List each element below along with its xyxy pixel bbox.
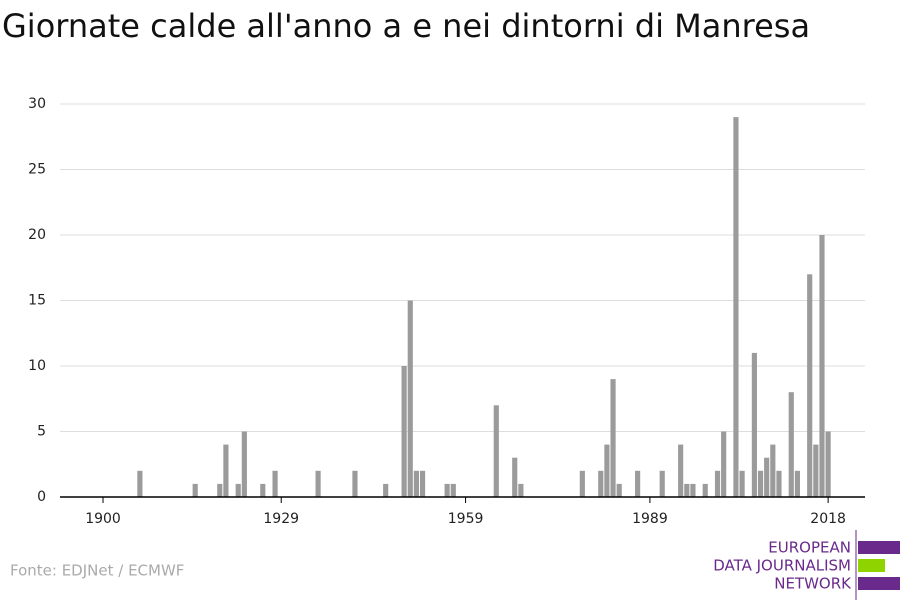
bar (444, 483, 450, 497)
logo-bar (858, 577, 900, 590)
bar (794, 470, 800, 497)
bar (764, 457, 770, 497)
bar (450, 483, 456, 497)
x-tick-label: 1959 (448, 511, 484, 527)
bar (518, 483, 524, 497)
bar (419, 470, 426, 497)
y-tick-label: 5 (37, 424, 46, 440)
bar (807, 274, 813, 497)
bar (739, 470, 745, 497)
y-tick-label: 0 (37, 489, 46, 505)
bar (235, 483, 241, 497)
bar (272, 470, 278, 497)
bar (702, 483, 708, 497)
bar (714, 470, 721, 497)
bar (604, 444, 610, 497)
bar (616, 483, 622, 497)
logo-bar (858, 541, 900, 554)
bar (260, 483, 266, 497)
bar (721, 431, 727, 497)
y-tick-label: 25 (28, 162, 46, 178)
bar (610, 379, 616, 497)
bar (635, 470, 641, 497)
x-tick-label: 1989 (632, 511, 668, 527)
bar (788, 392, 794, 497)
x-tick-label: 2018 (810, 511, 846, 527)
bar (659, 470, 665, 497)
bar (751, 352, 757, 497)
chart-title: Giornate calde all'anno a e nei dintorni… (2, 7, 810, 45)
bar (690, 483, 696, 497)
y-tick-label: 10 (28, 358, 46, 374)
logo-text: EUROPEAN (768, 539, 851, 557)
y-tick-label: 30 (28, 96, 46, 112)
bar (684, 483, 690, 497)
bar (819, 235, 825, 497)
bar (352, 470, 358, 497)
bar (315, 470, 321, 497)
bar (776, 470, 782, 497)
bar (825, 431, 831, 497)
bar (383, 483, 389, 497)
bar (223, 444, 229, 497)
bar (217, 483, 223, 497)
bar (512, 457, 518, 497)
logo-text: NETWORK (774, 575, 852, 593)
source: Fonte: EDJNet / ECMWF (10, 562, 184, 580)
x-tick-label: 1900 (85, 511, 121, 527)
logo-text: DATA JOURNALISM (713, 557, 851, 575)
bar (733, 117, 739, 497)
bar (678, 444, 684, 497)
bar (401, 366, 407, 497)
bar (493, 405, 499, 497)
bar (579, 470, 585, 497)
bar (192, 483, 198, 497)
x-tick-label: 1929 (263, 511, 299, 527)
bar (770, 444, 776, 497)
bar (137, 470, 143, 497)
bar (241, 431, 247, 497)
logo-bar (858, 559, 885, 572)
y-tick-label: 20 (28, 227, 46, 243)
y-tick-label: 15 (28, 293, 46, 309)
bar (413, 470, 419, 497)
bar (598, 470, 604, 497)
bar (757, 470, 764, 497)
bar (813, 444, 819, 497)
bar (407, 300, 413, 497)
